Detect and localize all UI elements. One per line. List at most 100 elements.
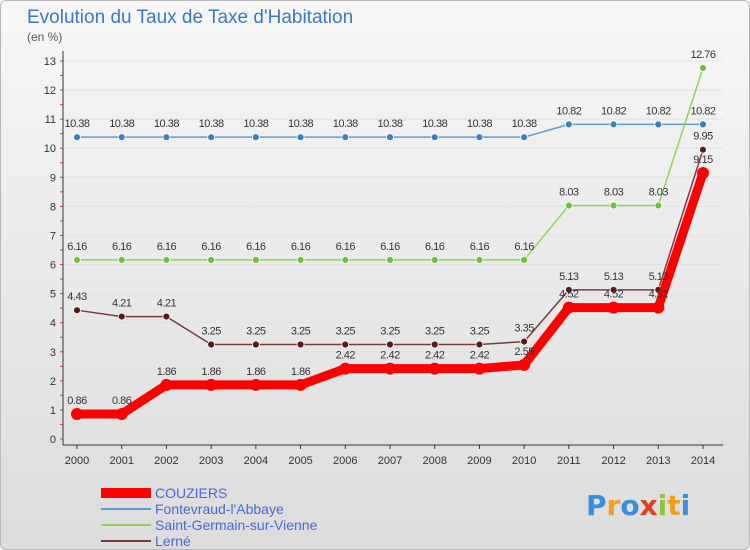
data-label: 10.38 — [422, 118, 447, 130]
data-label: 4.21 — [112, 298, 132, 310]
y-tick-label: 0 — [50, 434, 56, 446]
data-point — [73, 255, 81, 264]
data-label: 5.13 — [559, 271, 579, 283]
data-point — [341, 133, 350, 142]
data-point — [475, 340, 484, 349]
legend-item: COUZIERS — [101, 485, 317, 501]
data-point — [652, 301, 665, 314]
data-point — [520, 255, 529, 264]
y-tick-label: 10 — [44, 143, 56, 155]
data-label: 10.82 — [690, 105, 715, 117]
data-point — [207, 133, 216, 142]
legend-swatch-lerne — [101, 540, 151, 542]
logo-letter: i — [657, 489, 668, 522]
data-label: 3.25 — [425, 326, 445, 338]
data-point — [296, 340, 305, 349]
data-point — [249, 378, 262, 391]
data-label: 5.13 — [604, 271, 624, 283]
legend-label: Lerné — [155, 533, 191, 549]
data-label: 6.16 — [246, 241, 266, 253]
y-tick-label: 1 — [50, 405, 56, 417]
data-label: 1.86 — [246, 366, 266, 378]
data-label: 6.16 — [157, 241, 177, 253]
data-point — [251, 255, 260, 264]
x-tick-label: 2014 — [691, 455, 715, 467]
legend-item: Fontevraud-l'Abbaye — [101, 501, 317, 517]
data-point — [699, 145, 707, 154]
data-label: 2.42 — [470, 350, 490, 362]
data-label: 10.82 — [601, 105, 626, 117]
data-point — [341, 255, 350, 264]
data-label: 3.25 — [291, 326, 311, 338]
legend-swatch-couziers — [101, 488, 151, 498]
data-label: 10.82 — [556, 105, 581, 117]
data-label: 6.16 — [380, 241, 400, 253]
x-tick-label: 2000 — [65, 455, 89, 467]
x-tick-label: 2009 — [467, 455, 491, 467]
data-point — [430, 133, 439, 142]
data-point — [115, 407, 128, 420]
data-label: 6.16 — [514, 241, 534, 253]
data-point — [607, 301, 620, 314]
data-point — [162, 312, 171, 321]
y-tick-label: 8 — [50, 201, 56, 213]
data-point — [699, 64, 707, 72]
data-label: 10.38 — [377, 118, 402, 130]
x-tick-label: 2012 — [601, 455, 625, 467]
data-label: 6.16 — [201, 241, 221, 253]
y-tick-label: 11 — [45, 114, 56, 126]
data-point — [117, 312, 126, 321]
data-label: 8.03 — [649, 187, 669, 199]
data-label: 10.38 — [467, 118, 492, 130]
data-point — [609, 201, 618, 210]
data-point — [562, 301, 575, 314]
x-tick-label: 2005 — [288, 455, 312, 467]
data-label: 8.03 — [604, 187, 624, 199]
legend-label: Saint-Germain-sur-Vienne — [155, 517, 318, 533]
data-label: 10.38 — [64, 118, 89, 130]
data-label: 10.38 — [154, 118, 179, 130]
x-tick-label: 2006 — [333, 455, 357, 467]
data-label: 6.16 — [336, 241, 356, 253]
x-tick-label: 2001 — [109, 455, 133, 467]
logo-letter: P — [586, 489, 607, 522]
data-point — [162, 133, 171, 142]
data-label: 6.16 — [112, 241, 132, 253]
x-tick-label: 2013 — [646, 455, 670, 467]
data-label: 12.76 — [690, 49, 715, 61]
y-tick-label: 3 — [50, 347, 56, 359]
data-point — [520, 337, 529, 346]
data-label: 10.38 — [109, 118, 134, 130]
legend-item: Lerné — [101, 533, 317, 549]
legend-label: COUZIERS — [155, 485, 228, 501]
data-label: 10.38 — [199, 118, 224, 130]
data-point — [518, 358, 531, 371]
legend-swatch-saint-germain — [101, 524, 151, 526]
data-label: 9.15 — [693, 154, 713, 166]
proxiti-logo: Proxiti — [586, 489, 690, 522]
x-tick-label: 2008 — [422, 455, 446, 467]
y-tick-label: 4 — [50, 318, 56, 330]
data-point — [386, 255, 394, 264]
data-point — [73, 306, 81, 315]
data-point — [564, 120, 573, 129]
data-point — [71, 407, 83, 420]
chart-title: Evolution du Taux de Taxe d'Habitation — [27, 7, 354, 28]
data-label: 1.86 — [291, 366, 311, 378]
data-label: 1.86 — [157, 366, 177, 378]
data-point — [609, 120, 618, 129]
y-tick-label: 9 — [50, 172, 56, 184]
data-point — [384, 362, 396, 375]
data-point — [205, 378, 218, 391]
data-label: 3.35 — [514, 323, 534, 335]
data-point — [339, 362, 352, 375]
y-tick-label: 7 — [50, 230, 56, 242]
data-label: 8.03 — [559, 187, 579, 199]
data-point — [296, 255, 305, 264]
data-label: 4.43 — [67, 291, 87, 303]
unit-label: (en %) — [27, 30, 63, 44]
data-label: 1.86 — [201, 366, 221, 378]
y-tick-label: 12 — [44, 85, 56, 97]
y-tick-label: 6 — [50, 260, 56, 272]
